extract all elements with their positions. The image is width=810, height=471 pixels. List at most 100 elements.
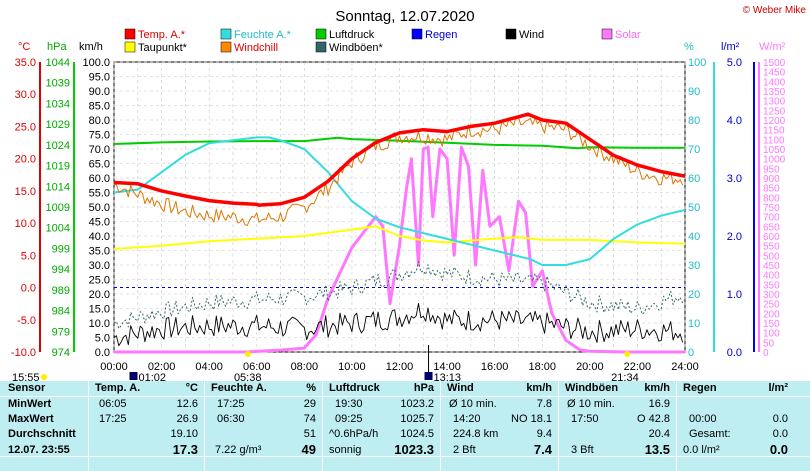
gust-max-time: 17:50	[571, 413, 599, 425]
col-pressure: Luftdruck hPa 19:30 1023.2 09:25 1025.7 …	[323, 381, 441, 471]
temp-tick: 35.0	[15, 57, 36, 69]
wind-max: NO 18.1	[511, 413, 552, 425]
solar-unit-label: W/m²	[759, 41, 786, 53]
col-humidity: Feuchte A. % 17:25 29 06:30 74 51 7.22 g…	[205, 381, 323, 471]
wind-tick: 5.0	[95, 333, 110, 345]
temp-tick: 15.0	[15, 186, 36, 198]
wind-tick: 10.0	[89, 318, 110, 330]
wind-tick: 80.0	[89, 115, 110, 127]
table-divider	[0, 396, 810, 397]
solar-tick: 1100	[763, 135, 785, 146]
pressure-tick: 1044	[46, 57, 70, 69]
hum-min: 29	[303, 398, 316, 410]
temp-min: 12.6	[176, 398, 198, 410]
solar-tick: 650	[763, 222, 780, 233]
solar-tick: 0	[763, 348, 769, 359]
hdr-wind: Wind	[447, 382, 474, 394]
legend-swatch	[505, 28, 517, 40]
wind-tick: 35.0	[89, 246, 110, 258]
pressure-tick: 984	[52, 306, 70, 318]
press-min-time: 19:30	[335, 398, 363, 410]
temp-avg: 19.10	[170, 428, 198, 440]
temp-max-time: 17:25	[99, 413, 127, 425]
rain-max: 0.0	[772, 413, 788, 425]
rain-tick: 3.0	[727, 173, 742, 185]
press-trend: ^0.6hPa/h	[329, 428, 379, 440]
legend-item: Taupunkt*	[124, 41, 188, 54]
solar-tick: 1450	[763, 68, 786, 79]
axes: 35.0 30.0 25.0 20.0 15.0 10.0 5.0 0.0 -5.0 -10.0 1…	[11, 57, 786, 373]
legend-label: Regen	[425, 29, 457, 41]
moonset-icon	[424, 372, 433, 380]
solar-tick: 600	[763, 232, 780, 243]
gust-beaufort: 3 Bft	[571, 444, 594, 456]
temp-max: 26.9	[176, 413, 198, 425]
pressure-tick: 994	[52, 264, 70, 276]
press-min: 1023.2	[400, 398, 434, 410]
rain-tick: 0.0	[727, 347, 742, 359]
humidity-tick: 50	[688, 202, 700, 214]
x-tick: 10:00	[338, 361, 366, 373]
pressure-tick: 989	[52, 285, 70, 297]
hdr-humidity-unit: %	[306, 382, 316, 394]
solar-tick: 300	[763, 290, 780, 301]
moon-icon	[129, 372, 138, 380]
solar-tick: 950	[763, 164, 780, 175]
press-current: 1023.3	[394, 442, 434, 457]
wind-tick: 25.0	[89, 275, 110, 287]
legend-swatch	[601, 28, 613, 40]
rain-tick: 4.0	[727, 115, 742, 127]
series-line-feuchtea	[113, 136, 686, 266]
legend-item: Solar	[601, 28, 641, 41]
temp-tick: -5.0	[17, 315, 36, 327]
humidity-tick: 20	[688, 289, 700, 301]
solar-tick: 850	[763, 184, 780, 195]
legend-label: Wind	[519, 29, 544, 41]
solar-tick: 450	[763, 261, 780, 272]
legend-label: Temp. A.*	[138, 29, 186, 41]
legend-swatch	[220, 28, 232, 40]
wind-avg: 9.4	[536, 428, 552, 440]
legend-label: Solar	[615, 29, 641, 41]
solar-tick: 100	[763, 329, 780, 340]
wind-tick: 65.0	[89, 159, 110, 171]
axis-units: °C hPa km/h% l/m² W/m²	[18, 41, 786, 53]
legend-item: Windböen*	[315, 41, 384, 54]
hdr-pressure-unit: hPa	[413, 382, 434, 394]
weather-chart: Sonntag, 12.07.2020 © Weber Mike Temp. A…	[11, 5, 807, 381]
press-max-time: 09:25	[335, 413, 363, 425]
hum-max: 74	[303, 413, 316, 425]
solar-tick: 50	[763, 338, 775, 349]
temp-tick: 5.0	[21, 250, 36, 262]
hdr-rain: Regen	[683, 382, 717, 394]
solar-tick: 1350	[763, 87, 786, 98]
legend: Temp. A.* Feuchte A.* Luftdruck Regen Wind So…	[124, 28, 641, 54]
solar-tick: 1000	[763, 155, 786, 166]
legend-swatch	[220, 41, 232, 53]
col-temp: Temp. A. °C 06:05 12.6 17:25 26.9 19.10 …	[89, 381, 205, 471]
wind-current: 7.4	[533, 442, 552, 457]
humidity-tick: 60	[688, 173, 700, 185]
x-tick: 08:00	[291, 361, 319, 373]
col-wind: Wind km/h Ø 10 min. 7.8 14:20 NO 18.1 22…	[441, 381, 559, 471]
legend-item: Wind	[505, 28, 544, 41]
wind-tick: 0.0	[95, 347, 110, 359]
temp-tick: -10.0	[11, 347, 36, 359]
wind-tick: 100.0	[82, 57, 110, 69]
rain-tick: 2.0	[727, 231, 742, 243]
pressure-tick: 974	[52, 347, 70, 359]
sun-moon-markers: 15:55 01:02 05:38 13:13 21:34	[12, 345, 639, 381]
x-tick: 20:00	[576, 361, 604, 373]
legend-item: Luftdruck	[315, 28, 375, 41]
wind-max-time: 14:20	[453, 413, 481, 425]
solar-tick: 750	[763, 203, 780, 214]
legend-label: Windböen*	[329, 42, 384, 54]
humidity-tick: 0	[688, 347, 694, 359]
rain-max-time: 00:00	[689, 413, 717, 425]
legend-label: Windchill	[234, 42, 278, 54]
hdr-gusts-unit: km/h	[644, 382, 670, 394]
solar-tick: 900	[763, 174, 780, 185]
hdr-temp-unit: °C	[185, 382, 198, 394]
wind-avg10-label: Ø 10 min.	[449, 398, 497, 410]
sunrise-label: 05:38	[234, 372, 262, 381]
